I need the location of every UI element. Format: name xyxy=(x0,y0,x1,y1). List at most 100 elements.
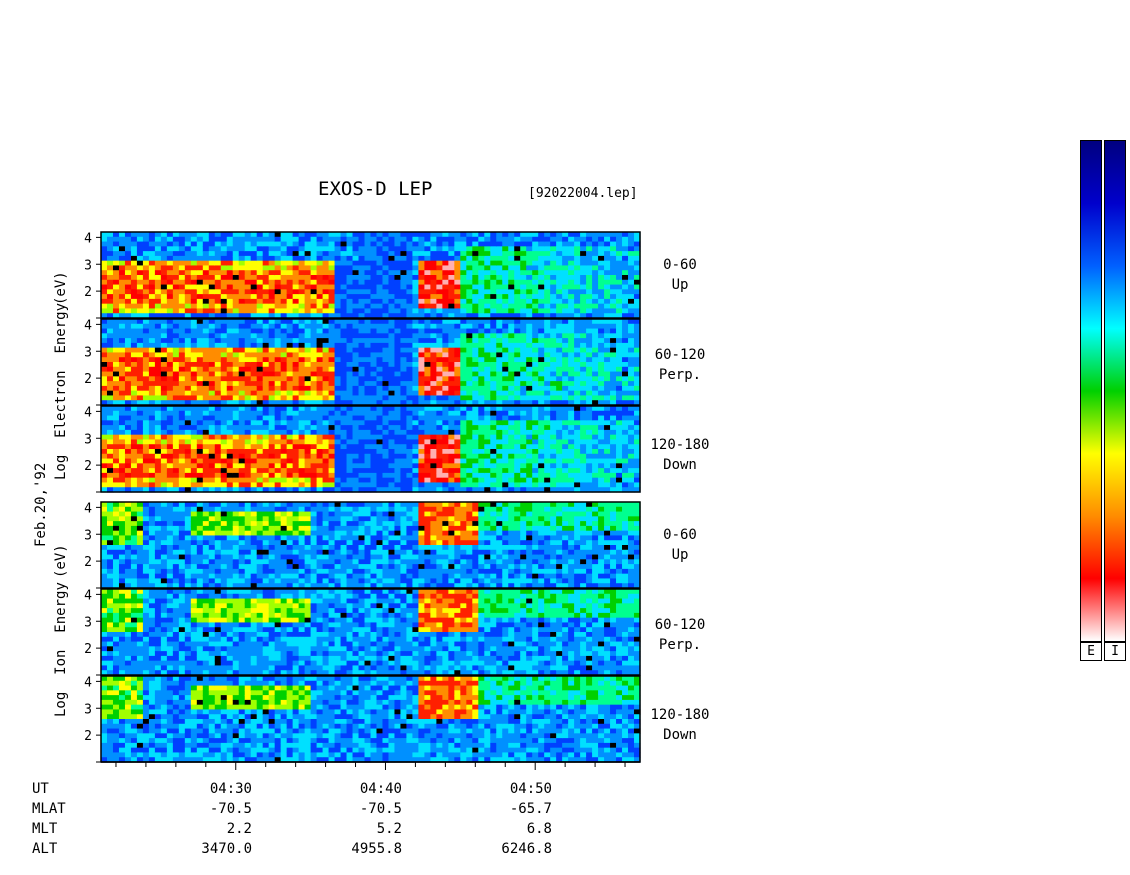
spectrogram-cell xyxy=(262,420,270,426)
spectrogram-cell xyxy=(352,241,360,247)
spectrogram-cell xyxy=(616,463,623,469)
spectrogram-cell xyxy=(238,439,246,445)
spectrogram-cell xyxy=(196,420,204,426)
spectrogram-cell xyxy=(412,333,420,339)
spectrogram-cell xyxy=(346,463,354,469)
spectrogram-cell xyxy=(256,453,264,460)
spectrogram-cell xyxy=(352,366,360,373)
spectrogram-cell xyxy=(358,385,366,392)
spectrogram-cell xyxy=(184,434,192,441)
spectrogram-cell xyxy=(496,366,503,373)
spectrogram-cell xyxy=(598,406,605,412)
spectrogram-cell xyxy=(442,429,449,436)
spectrogram-cell xyxy=(460,265,467,271)
spectrogram-cell xyxy=(334,308,342,314)
spectrogram-cell xyxy=(562,362,569,368)
spectrogram-cell xyxy=(322,381,330,387)
spectrogram-cell xyxy=(352,251,360,257)
spectrogram-cell xyxy=(292,453,300,460)
spectrogram-cell xyxy=(298,241,306,247)
spectrogram-cell xyxy=(310,458,318,464)
spectrogram-cell xyxy=(202,323,210,330)
spectrogram-cell xyxy=(172,347,180,354)
spectrogram-cell xyxy=(508,323,515,330)
spectrogram-cell xyxy=(136,236,144,243)
spectrogram-cell xyxy=(101,530,108,537)
spectrogram-cell xyxy=(484,241,491,247)
spectrogram-cell xyxy=(262,260,270,267)
spectrogram-cell xyxy=(466,328,473,334)
spectrogram-cell xyxy=(418,323,425,330)
spectrogram-cell xyxy=(382,270,390,276)
spectrogram-cell xyxy=(466,477,473,484)
spectrogram-cell xyxy=(172,425,180,431)
spectrogram-cell xyxy=(424,342,431,349)
spectrogram-cell xyxy=(130,308,138,314)
spectrogram-cell xyxy=(154,241,162,247)
spectrogram-cell xyxy=(604,289,611,295)
spectrogram-cell xyxy=(256,246,264,252)
spectrogram-cell xyxy=(346,449,354,455)
spectrogram-cell xyxy=(322,241,330,247)
spectrogram-cell xyxy=(124,362,132,368)
spectrogram-cell xyxy=(616,294,623,300)
spectrogram-cell xyxy=(352,371,360,377)
spectrogram-cell xyxy=(394,406,402,412)
spectrogram-cell xyxy=(226,298,234,305)
spectrogram-cell xyxy=(430,319,437,325)
spectrogram-cell xyxy=(298,275,306,281)
spectrogram-cell xyxy=(628,236,635,243)
spectrogram-cell xyxy=(568,294,575,300)
spectrogram-cell xyxy=(172,308,180,314)
spectrogram-cell xyxy=(124,265,132,271)
spectrogram-cell xyxy=(448,352,455,358)
spectrogram-cell xyxy=(214,477,222,484)
spectrogram-cell xyxy=(580,458,587,464)
spectrogram-cell xyxy=(160,434,168,441)
spectrogram-cell xyxy=(358,472,366,479)
spectrogram-cell xyxy=(154,260,162,267)
spectrogram-cell xyxy=(226,323,234,330)
spectrogram-cell xyxy=(310,284,318,290)
spectrogram-cell xyxy=(514,468,521,474)
spectrogram-cell xyxy=(430,400,437,406)
spectrogram-cell xyxy=(418,328,425,334)
spectrogram-cell xyxy=(202,400,210,406)
spectrogram-cell xyxy=(304,236,312,243)
spectrogram-cell xyxy=(196,352,204,358)
spectrogram-cell xyxy=(130,540,138,546)
spectrogram-cell xyxy=(172,371,180,377)
spectrogram-cell xyxy=(604,303,611,310)
spectrogram-cell xyxy=(178,347,186,354)
spectrogram-cell xyxy=(442,390,449,397)
spectrogram-cell xyxy=(130,410,138,417)
spectrogram-cell xyxy=(388,453,396,460)
spectrogram-cell xyxy=(112,385,120,392)
spectrogram-cell xyxy=(376,415,384,421)
spectrogram-cell xyxy=(334,395,342,401)
spectrogram-cell xyxy=(154,265,162,271)
spectrogram-cell xyxy=(370,333,378,339)
spectrogram-cell xyxy=(142,371,150,377)
spectrogram-cell xyxy=(364,333,372,339)
spectrogram-cell xyxy=(562,323,569,330)
spectrogram-cell xyxy=(178,251,186,257)
spectrogram-cell xyxy=(580,308,587,314)
spectrogram-cell xyxy=(580,395,587,401)
spectrogram-cell xyxy=(388,236,396,243)
spectrogram-cell xyxy=(538,468,545,474)
spectrogram-cell xyxy=(101,516,108,522)
spectrogram-cell xyxy=(190,415,198,421)
spectrogram-cell xyxy=(352,472,360,479)
spectrogram-cell xyxy=(322,415,330,421)
spectrogram-cell xyxy=(202,482,210,488)
spectrogram-cell xyxy=(316,395,324,401)
spectrogram-cell xyxy=(106,573,114,580)
spectrogram-cell xyxy=(232,410,240,417)
spectrogram-cell xyxy=(172,366,180,373)
spectrogram-cell xyxy=(208,390,216,397)
spectrogram-cell xyxy=(352,303,360,310)
spectrogram-cell xyxy=(274,265,282,271)
spectrogram-cell xyxy=(616,246,623,252)
spectrogram-cell xyxy=(142,338,150,344)
